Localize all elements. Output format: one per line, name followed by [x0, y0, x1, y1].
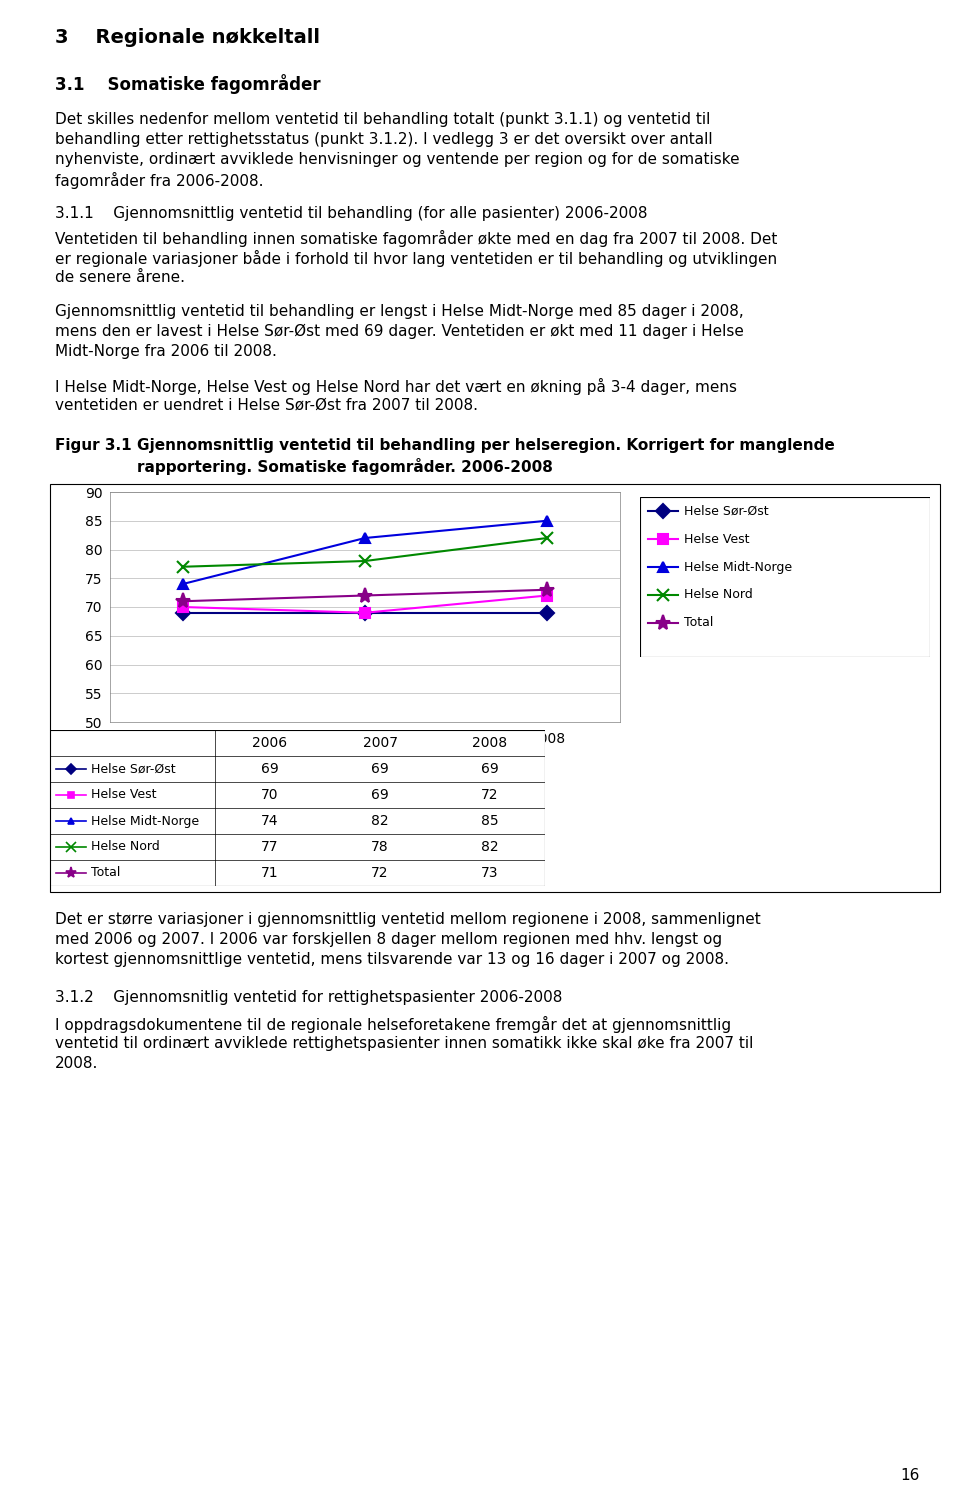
Text: med 2006 og 2007. I 2006 var forskjellen 8 dager mellom regionen med hhv. lengst: med 2006 og 2007. I 2006 var forskjellen…: [55, 932, 722, 947]
Text: 82: 82: [481, 840, 499, 853]
Text: Det skilles nedenfor mellom ventetid til behandling totalt (punkt 3.1.1) og vent: Det skilles nedenfor mellom ventetid til…: [55, 112, 710, 127]
Text: behandling etter rettighetsstatus (punkt 3.1.2). I vedlegg 3 er det oversikt ove: behandling etter rettighetsstatus (punkt…: [55, 131, 712, 148]
Text: I Helse Midt-Norge, Helse Vest og Helse Nord har det vært en økning på 3-4 dager: I Helse Midt-Norge, Helse Vest og Helse …: [55, 377, 737, 395]
Text: 69: 69: [261, 762, 278, 776]
Text: 74: 74: [261, 815, 278, 828]
Text: Total: Total: [91, 867, 120, 879]
Text: Figur 3.1: Figur 3.1: [55, 439, 132, 454]
Text: Helse Midt-Norge: Helse Midt-Norge: [684, 561, 792, 573]
Text: 77: 77: [261, 840, 278, 853]
Text: 69: 69: [481, 762, 499, 776]
Text: 85: 85: [481, 815, 499, 828]
Text: 2008: 2008: [472, 736, 508, 750]
Text: er regionale variasjoner både i forhold til hvor lang ventetiden er til behandli: er regionale variasjoner både i forhold …: [55, 251, 778, 267]
Text: 3.1.2    Gjennomsnitlig ventetid for rettighetspasienter 2006-2008: 3.1.2 Gjennomsnitlig ventetid for rettig…: [55, 991, 563, 1006]
Text: ventetiden er uendret i Helse Sør-Øst fra 2007 til 2008.: ventetiden er uendret i Helse Sør-Øst fr…: [55, 398, 478, 413]
Text: rapportering. Somatiske fagområder. 2006-2008: rapportering. Somatiske fagområder. 2006…: [137, 458, 553, 474]
Text: Helse Midt-Norge: Helse Midt-Norge: [91, 815, 199, 828]
Text: 69: 69: [372, 788, 389, 803]
Text: 3    Regionale nøkkeltall: 3 Regionale nøkkeltall: [55, 28, 320, 48]
Text: 73: 73: [481, 865, 499, 880]
Text: de senere årene.: de senere årene.: [55, 270, 185, 285]
Text: Gjennomsnittlig ventetid til behandling per helseregion. Korrigert for manglende: Gjennomsnittlig ventetid til behandling …: [137, 439, 835, 454]
Text: kortest gjennomsnittlige ventetid, mens tilsvarende var 13 og 16 dager i 2007 og: kortest gjennomsnittlige ventetid, mens …: [55, 952, 729, 967]
Bar: [50, 483, 940, 892]
Text: Ventetiden til behandling innen somatiske fagområder økte med en dag fra 2007 ti: Ventetiden til behandling innen somatisk…: [55, 230, 778, 248]
Text: 2006: 2006: [252, 736, 288, 750]
Text: 3.1.1    Gjennomsnittlig ventetid til behandling (for alle pasienter) 2006-2008: 3.1.1 Gjennomsnittlig ventetid til behan…: [55, 206, 647, 221]
Text: 72: 72: [372, 865, 389, 880]
Text: Helse Sør-Øst: Helse Sør-Øst: [91, 762, 176, 776]
Text: 2007: 2007: [363, 736, 397, 750]
Text: 71: 71: [261, 865, 278, 880]
Text: 16: 16: [900, 1468, 920, 1483]
Text: ventetid til ordinært avviklede rettighetspasienter innen somatikk ikke skal øke: ventetid til ordinært avviklede rettighe…: [55, 1035, 754, 1050]
Text: Total: Total: [684, 616, 713, 630]
Text: Helse Sør-Øst: Helse Sør-Øst: [684, 504, 769, 518]
Text: I oppdragsdokumentene til de regionale helseforetakene fremgår det at gjennomsni: I oppdragsdokumentene til de regionale h…: [55, 1016, 732, 1032]
Text: Midt-Norge fra 2006 til 2008.: Midt-Norge fra 2006 til 2008.: [55, 345, 276, 360]
Text: 3.1    Somatiske fagområder: 3.1 Somatiske fagområder: [55, 75, 321, 94]
Text: 69: 69: [372, 762, 389, 776]
Text: Gjennomsnittlig ventetid til behandling er lengst i Helse Midt-Norge med 85 dage: Gjennomsnittlig ventetid til behandling …: [55, 304, 744, 319]
Text: mens den er lavest i Helse Sør-Øst med 69 dager. Ventetiden er økt med 11 dager : mens den er lavest i Helse Sør-Øst med 6…: [55, 324, 744, 339]
Text: Helse Vest: Helse Vest: [684, 533, 750, 546]
Text: Det er større variasjoner i gjennomsnittlig ventetid mellom regionene i 2008, sa: Det er større variasjoner i gjennomsnitt…: [55, 912, 760, 927]
Text: 2008.: 2008.: [55, 1056, 98, 1071]
Text: 72: 72: [481, 788, 499, 803]
Text: Helse Nord: Helse Nord: [684, 588, 753, 601]
Text: 70: 70: [261, 788, 278, 803]
Text: Helse Vest: Helse Vest: [91, 788, 156, 801]
Text: Helse Nord: Helse Nord: [91, 840, 159, 853]
Text: nyhenviste, ordinært avviklede henvisninger og ventende per region og for de som: nyhenviste, ordinært avviklede henvisnin…: [55, 152, 739, 167]
Text: 78: 78: [372, 840, 389, 853]
Text: 82: 82: [372, 815, 389, 828]
Text: fagområder fra 2006-2008.: fagområder fra 2006-2008.: [55, 172, 263, 189]
